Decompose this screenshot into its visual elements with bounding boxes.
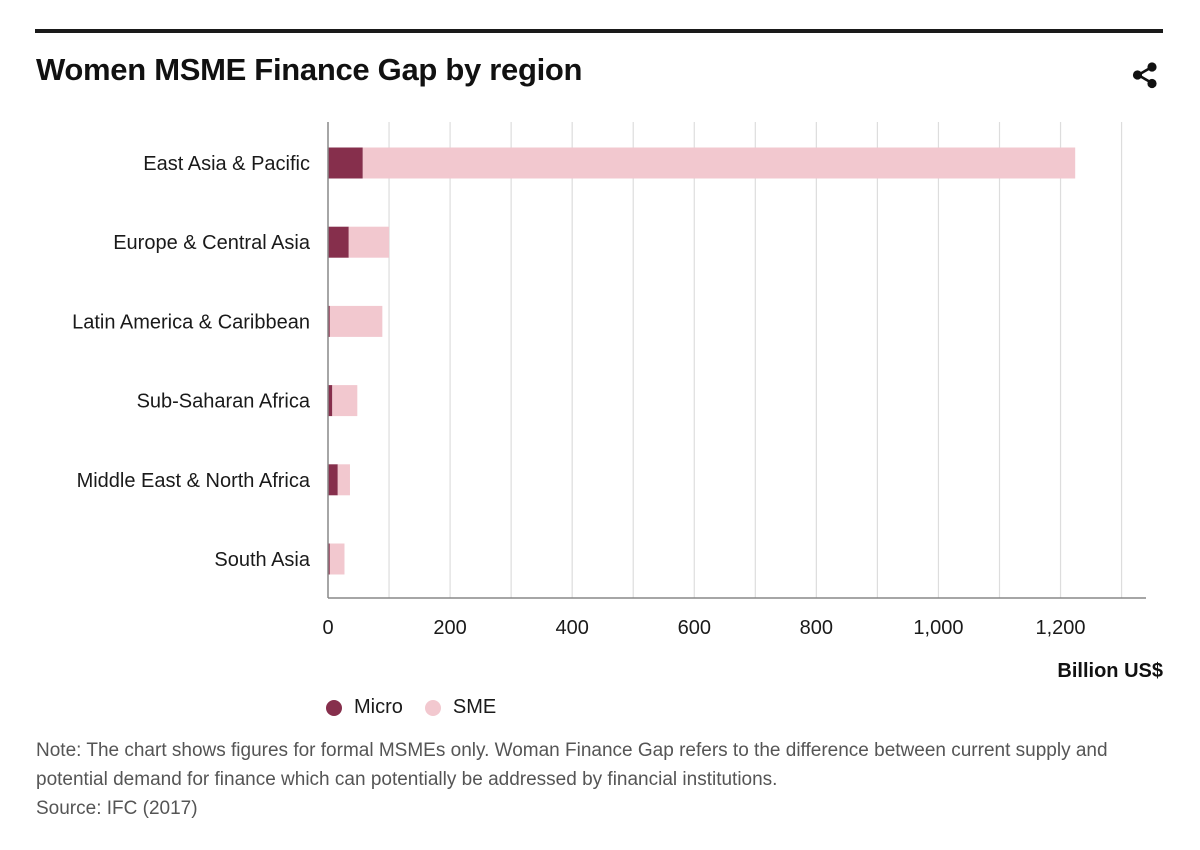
x-tick-label: 400 bbox=[555, 617, 588, 639]
category-label: Middle East & North Africa bbox=[77, 470, 311, 492]
bar-micro bbox=[328, 543, 330, 575]
category-label: Sub-Saharan Africa bbox=[137, 391, 311, 413]
legend-swatch-micro bbox=[326, 699, 342, 716]
legend-swatch-sme bbox=[424, 699, 441, 716]
bar-sme bbox=[348, 226, 390, 258]
chart-title: Women MSME Finance Gap by region bbox=[36, 52, 583, 87]
x-tick-labels: 0 200 400 600 800 1,000 1,200 bbox=[322, 617, 1085, 639]
share-icon bbox=[1132, 62, 1157, 89]
gridlines bbox=[388, 122, 1123, 598]
chart-notes: Note: The chart shows figures for formal… bbox=[36, 736, 1164, 823]
bar-micro bbox=[328, 226, 349, 258]
bar-micro bbox=[328, 147, 363, 179]
category-labels: East Asia & Pacific Europe & Central Asia… bbox=[72, 153, 311, 571]
category-label: South Asia bbox=[214, 549, 311, 571]
x-axis-label: Billion US$ bbox=[1057, 660, 1163, 682]
note-text: Note: The chart shows figures for formal… bbox=[36, 740, 1108, 790]
legend-label-sme: SME bbox=[452, 696, 497, 718]
category-label: Latin America & Caribbean bbox=[72, 311, 310, 333]
x-tick-label: 1,000 bbox=[913, 617, 963, 639]
legend-label-micro: Micro bbox=[354, 696, 403, 718]
bar-micro bbox=[328, 464, 338, 496]
x-tick-label: 1,200 bbox=[1036, 617, 1086, 639]
x-tick-label: 800 bbox=[800, 617, 833, 639]
legend-item-micro[interactable]: Micro bbox=[326, 696, 403, 719]
bar-sme bbox=[329, 543, 345, 575]
top-rule bbox=[35, 29, 1163, 33]
x-tick-label: 200 bbox=[433, 617, 466, 639]
bar-micro bbox=[328, 385, 333, 417]
legend: Micro SME bbox=[326, 696, 518, 719]
category-label: East Asia & Pacific bbox=[143, 153, 310, 175]
category-label: Europe & Central Asia bbox=[113, 232, 311, 254]
legend-item-sme[interactable]: SME bbox=[424, 696, 497, 719]
bars bbox=[328, 147, 1076, 575]
bar-micro bbox=[328, 305, 330, 337]
bar-sme bbox=[332, 385, 358, 417]
x-tick-label: 0 bbox=[322, 617, 333, 639]
share-button[interactable] bbox=[1126, 56, 1164, 94]
source-text: Source: IFC (2017) bbox=[36, 798, 198, 819]
axes bbox=[327, 122, 1146, 599]
x-tick-label: 600 bbox=[678, 617, 711, 639]
bar-sme bbox=[362, 147, 1076, 179]
bar-sme bbox=[337, 464, 350, 496]
bar-sme bbox=[329, 305, 383, 337]
